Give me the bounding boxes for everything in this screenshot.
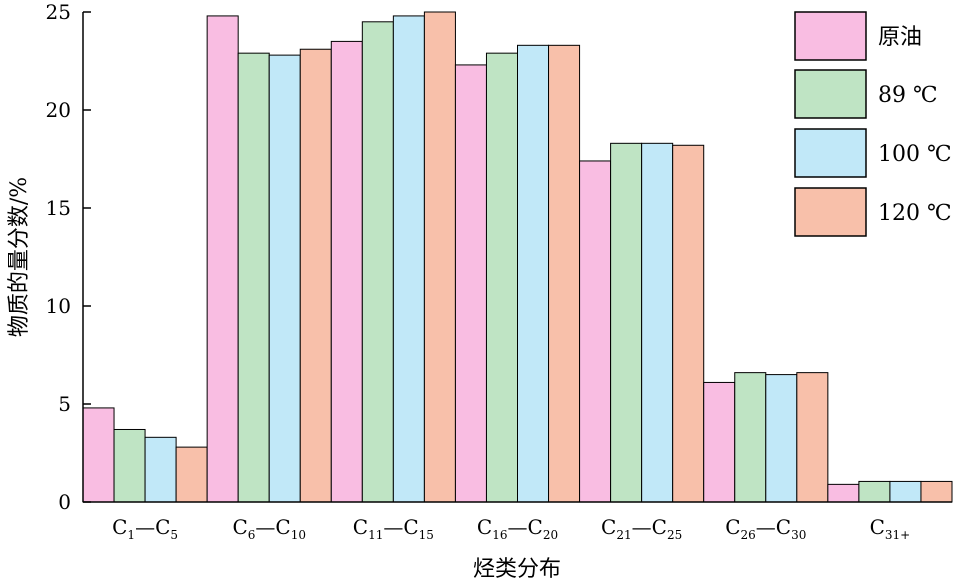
x-tick-label: C6—C10 (232, 515, 306, 542)
bar (889, 480, 922, 503)
x-tick-label: C11—C15 (353, 515, 434, 542)
bar (175, 446, 208, 503)
bar (610, 142, 643, 503)
x-tick-label: C1—C5 (112, 515, 178, 542)
bar (548, 44, 581, 503)
bar (734, 372, 767, 503)
bar (517, 44, 550, 503)
bar (920, 480, 953, 503)
y-tick-label: 10 (46, 294, 71, 318)
bar (579, 160, 612, 503)
legend-swatch (794, 187, 867, 237)
x-tick-label: C16—C20 (477, 515, 558, 542)
bar (144, 436, 177, 503)
y-tick-label: 25 (46, 0, 71, 24)
bar (113, 428, 146, 503)
bar (796, 372, 829, 503)
legend-label: 100 ℃ (878, 142, 952, 167)
legend-label: 120 ℃ (878, 201, 952, 226)
bars-layer (82, 11, 953, 503)
x-tick-label: C31+ (870, 515, 911, 542)
x-labels-layer: C1—C5 C6—C10 C11—C15 C16—C20 C21—C25 C26—C30 C… (112, 515, 910, 542)
legend-swatch (794, 128, 867, 178)
x-tick-label: C26—C30 (725, 515, 806, 542)
bar (485, 52, 519, 503)
y-ticks-layer: 0 5 10 15 20 25 (46, 0, 91, 514)
bar (392, 15, 425, 503)
y-tick-label: 0 (58, 490, 71, 514)
legend-swatch (794, 11, 867, 61)
bar (237, 52, 270, 503)
x-tick-label: C21—C25 (601, 515, 682, 542)
axes-layer (82, 12, 952, 503)
bar (206, 15, 239, 503)
y-tick-label: 20 (46, 98, 71, 122)
bar (672, 144, 705, 503)
bar (268, 54, 301, 503)
x-axis-title: 烃类分布 (473, 557, 561, 582)
bar (454, 64, 487, 503)
y-tick-label: 15 (46, 196, 71, 220)
bar (827, 483, 860, 503)
bar (641, 142, 674, 503)
legend-label: 89 ℃ (878, 83, 938, 108)
bar (858, 480, 891, 503)
legend: 原油 89 ℃ 100 ℃ 120 ℃ (794, 11, 952, 237)
legend-label: 原油 (878, 25, 922, 50)
y-tick-label: 5 (58, 392, 71, 416)
bar (82, 407, 115, 503)
bar (361, 21, 394, 503)
bar (299, 48, 332, 503)
legend-swatch (794, 69, 867, 119)
bar (330, 40, 363, 503)
y-axis-title: 物质的量分数/% (7, 177, 32, 337)
bar (703, 381, 736, 503)
bar (423, 11, 456, 503)
bar (765, 374, 798, 503)
